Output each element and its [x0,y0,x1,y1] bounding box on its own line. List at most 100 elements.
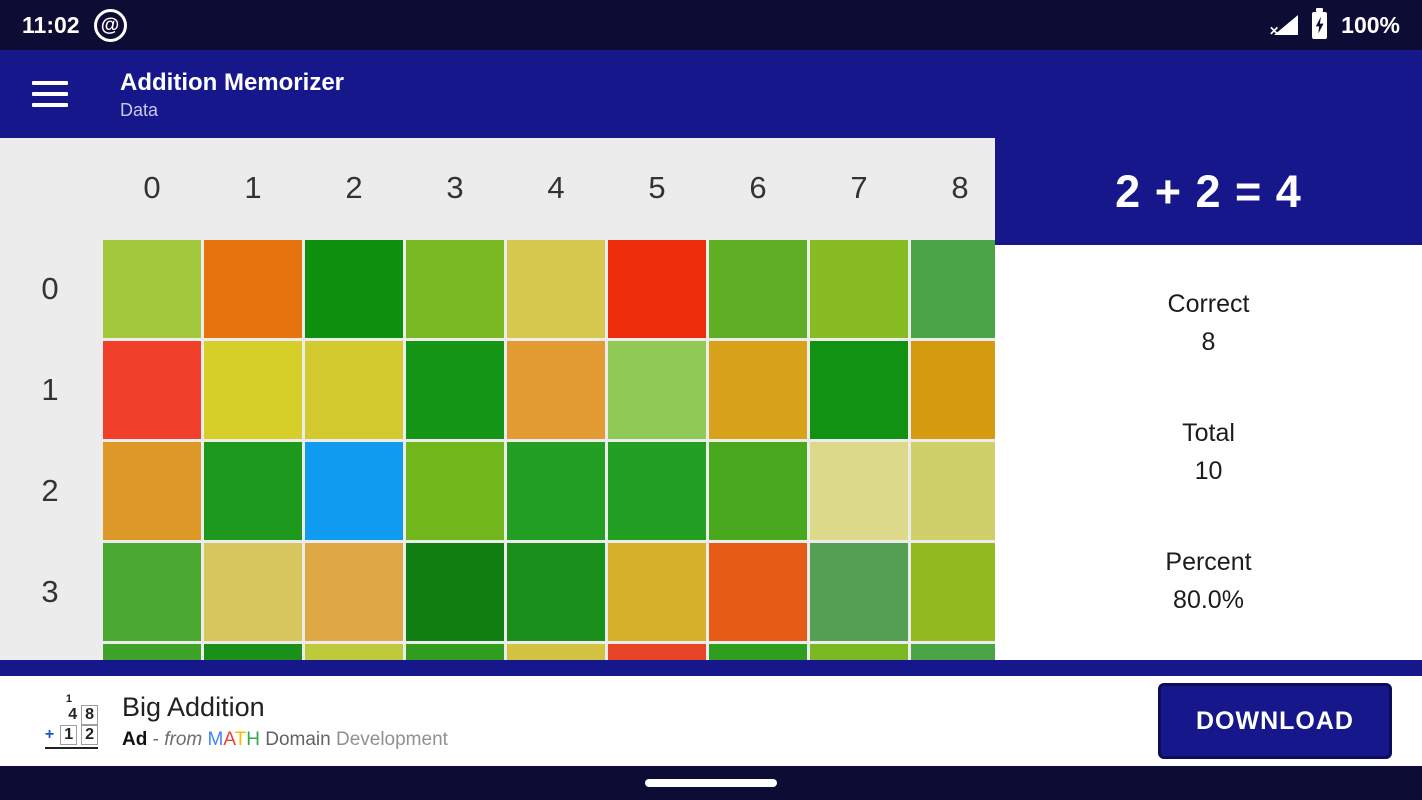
battery-percent: 100% [1341,11,1400,38]
grid-cell[interactable] [204,644,302,660]
grid-cell[interactable] [810,644,908,660]
grid-cell[interactable] [911,341,995,439]
digit: 2 [81,725,98,746]
grid-cell[interactable] [507,341,605,439]
grid-cell[interactable] [608,341,706,439]
menu-button[interactable] [32,81,68,107]
grid-cell[interactable] [204,442,302,540]
row-header: 2 [41,473,59,508]
grid-cell[interactable] [507,240,605,338]
side-panel: 2 + 2 = 4 Correct 8 Total 10 Percent 80.… [995,138,1422,660]
stat-label: Percent [1165,548,1252,576]
col-header: 6 [749,169,767,205]
ad-banner[interactable]: 1 4 8 + 1 2 Big Addition Ad - from MATH … [0,676,1422,766]
row-header: 1 [41,372,59,407]
grid-cell[interactable] [709,240,807,338]
equation-panel: 2 + 2 = 4 [995,138,1422,245]
col-header: 8 [951,169,969,205]
app-bar: Addition Memorizer Data [0,50,1422,138]
grid-cell[interactable] [305,543,403,641]
col-header: 2 [345,169,363,205]
grid-cell[interactable] [204,240,302,338]
ad-app-icon[interactable]: 1 4 8 + 1 2 [26,685,104,757]
grid-cell[interactable] [406,240,504,338]
grid-cell[interactable] [810,442,908,540]
grid-cell[interactable] [204,543,302,641]
grid-cell[interactable] [507,442,605,540]
grid-cell[interactable] [709,341,807,439]
ad-title: Big Addition [122,691,265,722]
grid-cell[interactable] [608,644,706,660]
stat-label: Correct [1167,290,1250,318]
download-button[interactable]: DOWNLOAD [1158,683,1392,759]
separator: - [147,728,165,750]
stat-percent: Percent 80.0% [1165,548,1251,615]
grid-cell[interactable] [204,341,302,439]
ad-attribution: Ad - from MATH Domain Development [122,729,448,751]
grid-cell[interactable] [911,240,995,338]
grid-cell[interactable] [305,341,403,439]
col-header: 1 [244,169,262,205]
grid-cell[interactable] [406,543,504,641]
digit: 4 [68,705,78,723]
row-header: 4 [0,644,100,660]
grid-cell[interactable] [911,442,995,540]
grid-cell[interactable] [305,240,403,338]
grid-cell[interactable] [103,240,201,338]
page-subtitle: Data [120,99,159,120]
divider-band [0,660,1422,676]
brand-development: Development [330,728,448,750]
grid-cell[interactable] [810,543,908,641]
col-header: 4 [547,169,565,205]
main-content: 0 1 2 3 4 5 6 7 8 0 1 2 3 4 2 + 2 = 4 Correct 8 Total… [0,138,1422,660]
grid-corner [0,138,100,237]
grid-cell[interactable] [305,644,403,660]
page-title: Addition Memorizer [120,68,345,96]
grid-cell[interactable] [810,341,908,439]
stat-label: Total [1182,419,1235,447]
grid-cell[interactable] [709,442,807,540]
navigation-bar [0,766,1422,800]
grid-cell[interactable] [406,644,504,660]
grid-cell[interactable] [608,543,706,641]
home-indicator[interactable] [645,779,777,787]
status-bar: 11:02 ✕ 100% [0,0,1422,50]
grid-cell[interactable] [406,341,504,439]
digit: 8 [81,704,98,725]
ad-label: Ad [122,728,148,750]
grid-cell[interactable] [608,442,706,540]
grid-cell[interactable] [103,543,201,641]
row-header: 3 [41,574,59,609]
current-equation: 2 + 2 = 4 [1115,165,1302,217]
col-header: 5 [648,169,666,205]
grid-cell[interactable] [709,543,807,641]
grid-cell[interactable] [406,442,504,540]
grid-cell[interactable] [305,442,403,540]
grid-cell[interactable] [911,644,995,660]
battery-charging-icon [1312,7,1328,39]
col-header: 7 [850,169,868,205]
grid-cell[interactable] [507,543,605,641]
grid-cell[interactable] [103,442,201,540]
stat-value: 8 [1201,328,1216,356]
grid-cell[interactable] [103,341,201,439]
no-internet-signal-icon: ✕ [1269,15,1299,38]
grid-cell[interactable] [810,240,908,338]
ad-text: Big Addition Ad - from MATH Domain Devel… [122,692,448,751]
grid-cell[interactable] [608,240,706,338]
stats-panel: Correct 8 Total 10 Percent 80.0% [995,245,1422,660]
grid-cell[interactable] [507,644,605,660]
grid-cell[interactable] [103,644,201,660]
app-logo-icon [93,8,127,42]
grid-cell[interactable] [911,543,995,641]
stat-total: Total 10 [1182,419,1235,486]
col-header: 3 [446,169,464,205]
digit: 1 [60,725,78,746]
carry-digit: 1 [65,692,72,705]
stat-value: 80.0% [1173,586,1244,614]
stat-correct: Correct 8 [1168,290,1250,357]
addition-grid: 0 1 2 3 4 5 6 7 8 0 1 2 3 4 [0,138,995,660]
stat-value: 10 [1194,457,1223,485]
grid-cell[interactable] [709,644,807,660]
